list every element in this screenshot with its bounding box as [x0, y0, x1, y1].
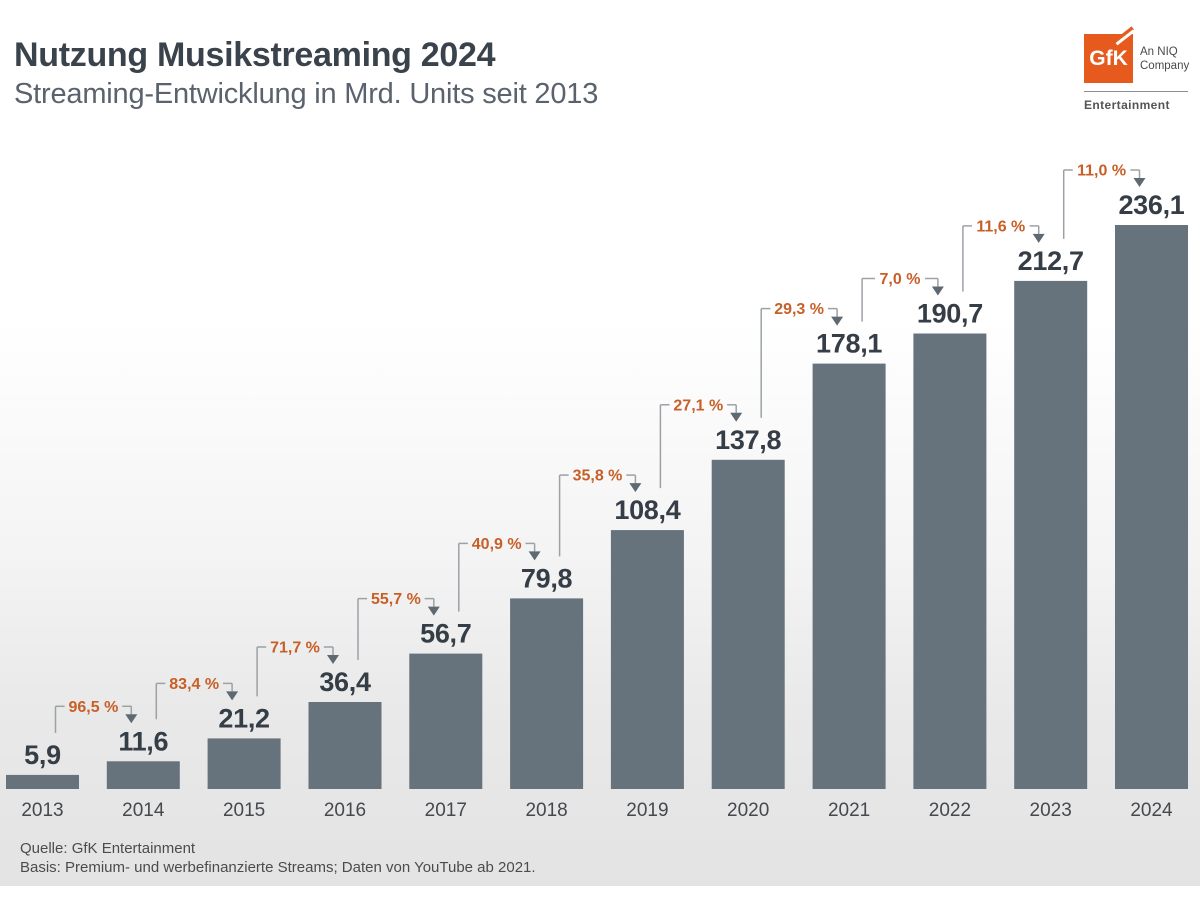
growth-arrow-icon	[730, 412, 743, 422]
growth-arrow-icon	[931, 286, 944, 296]
x-axis-label-2017: 2017	[425, 800, 467, 821]
bar-2014	[106, 761, 180, 789]
x-axis-label-2022: 2022	[929, 800, 971, 821]
x-axis-label-2023: 2023	[1030, 800, 1072, 821]
growth-arrow-icon	[327, 655, 339, 664]
x-axis-label-2013: 2013	[21, 800, 63, 821]
niq-tagline: An NIQ Company	[1140, 45, 1189, 73]
x-axis-label-2014: 2014	[122, 800, 165, 821]
bar-value-label-2015: 21,2	[218, 703, 269, 733]
bar-value-label-2014: 11,6	[118, 726, 168, 756]
bar-2015	[207, 738, 281, 789]
bar-value-label-2016: 36,4	[319, 667, 371, 697]
growth-arrow-icon	[1032, 233, 1045, 243]
bar-value-label-2018: 79,8	[521, 563, 573, 593]
growth-arrow-icon	[629, 483, 642, 493]
growth-arrow-icon	[125, 714, 138, 724]
x-axis-label-2015: 2015	[223, 800, 265, 821]
x-axis-label-2021: 2021	[828, 800, 870, 821]
logo-division-label: Entertainment	[1084, 98, 1170, 112]
x-axis-label-2024: 2024	[1130, 800, 1173, 821]
bar-2022	[913, 333, 987, 789]
bar-value-label-2021: 178,1	[816, 329, 882, 359]
bar-value-label-2024: 236,1	[1118, 190, 1184, 220]
growth-label: 55,7 %	[371, 591, 421, 608]
bar-value-label-2019: 108,4	[614, 495, 680, 525]
source-note: Quelle: GfK Entertainment Basis: Premium…	[20, 839, 536, 877]
gfk-logo: GfK An NIQ Company Entertainment	[1084, 26, 1189, 112]
bar-2016	[308, 702, 382, 789]
growth-label: 96,5 %	[68, 699, 118, 716]
growth-label: 83,4 %	[169, 676, 219, 693]
bar-value-label-2023: 212,7	[1018, 246, 1084, 276]
bar-2020	[711, 459, 785, 789]
bar-2019	[610, 530, 684, 789]
page-title: Nutzung Musikstreaming 2024	[14, 36, 496, 74]
bar-2017	[409, 653, 483, 789]
growth-label: 7,0 %	[880, 271, 921, 288]
growth-arrow-icon	[528, 551, 541, 561]
basis-line: Basis: Premium- und werbefinanzierte Str…	[20, 859, 536, 876]
growth-arrow-icon	[831, 316, 844, 326]
x-axis-label-2020: 2020	[727, 800, 769, 821]
growth-label: 11,0 %	[1077, 163, 1126, 180]
growth-label: 35,8 %	[573, 468, 623, 485]
bar-2013	[6, 774, 79, 789]
bar-2023	[1014, 280, 1088, 789]
gfk-brand-text: GfK	[1089, 46, 1128, 70]
x-axis-label-2019: 2019	[626, 800, 668, 821]
growth-arrow-icon	[1133, 178, 1146, 187]
growth-label: 71,7 %	[270, 640, 320, 657]
bar-2021	[812, 363, 886, 789]
chart-header: Nutzung Musikstreaming 2024 Streaming-En…	[14, 36, 598, 110]
bar-value-label-2017: 56,7	[420, 619, 471, 649]
bar-2018	[510, 598, 584, 789]
growth-label: 27,1 %	[673, 397, 723, 414]
logo-divider	[1084, 91, 1188, 92]
growth-label: 11,6 %	[976, 218, 1025, 235]
niq-tagline-line1: An NIQ	[1140, 45, 1178, 58]
x-axis-label-2016: 2016	[324, 800, 366, 821]
source-line: Quelle: GfK Entertainment	[20, 840, 196, 857]
page-subtitle: Streaming-Entwicklung in Mrd. Units seit…	[14, 78, 599, 110]
bar-value-label-2020: 137,8	[715, 425, 781, 455]
growth-label: 40,9 %	[472, 536, 522, 553]
growth-arrow-icon	[226, 691, 239, 701]
niq-tagline-line2: Company	[1140, 59, 1190, 72]
bar-2024	[1115, 225, 1188, 789]
gfk-logo-top: GfK An NIQ Company	[1084, 26, 1189, 83]
bar-value-label-2022: 190,7	[917, 299, 983, 329]
growth-arrow-icon	[427, 606, 440, 616]
x-axis-label-2018: 2018	[525, 800, 567, 821]
gfk-logo-mark: GfK	[1084, 26, 1135, 83]
growth-label: 29,3 %	[774, 301, 824, 318]
bar-value-label-2013: 5,9	[24, 740, 61, 770]
